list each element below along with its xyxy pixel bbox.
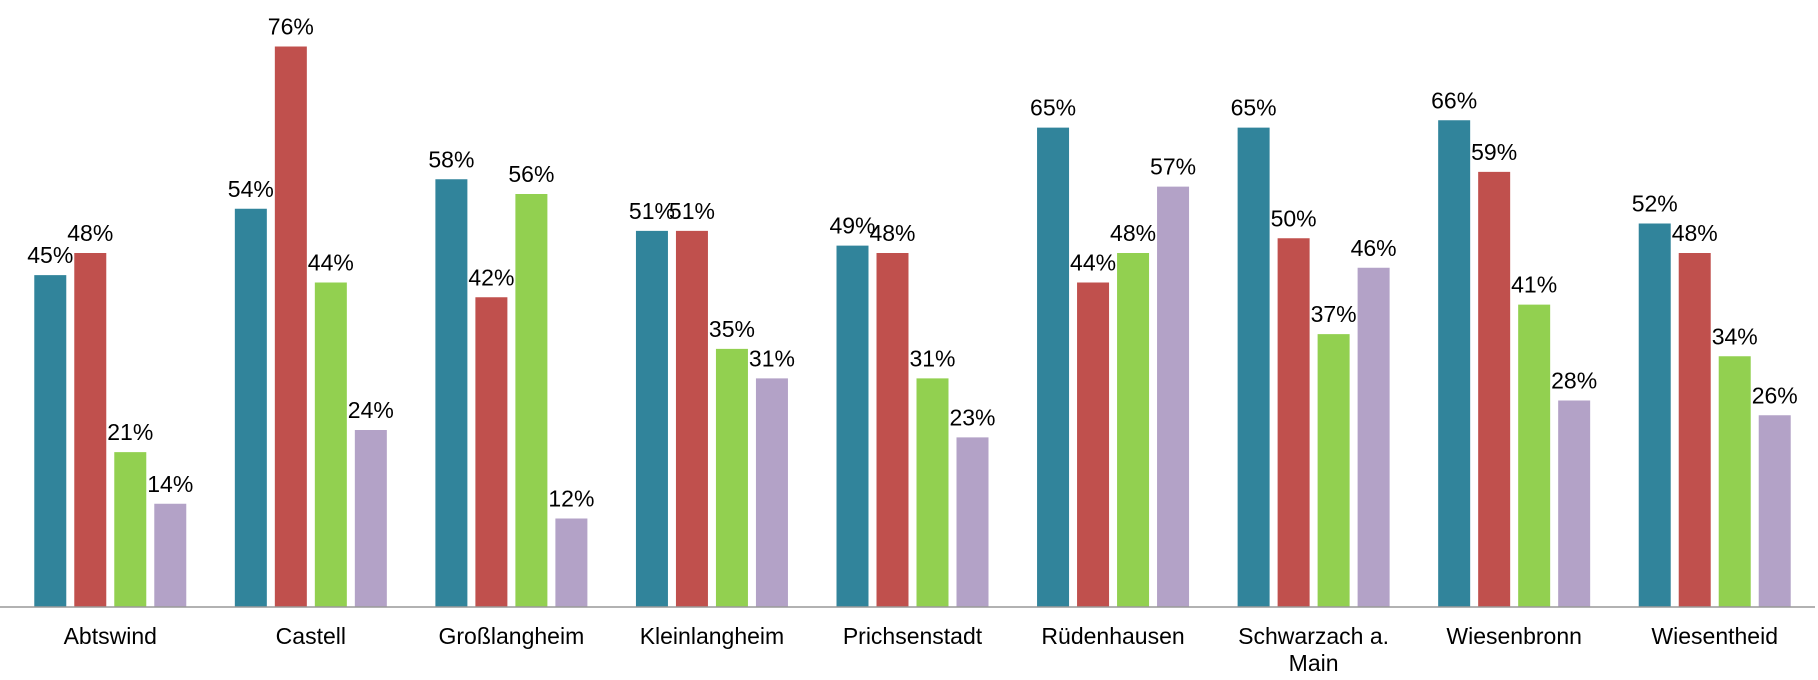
bar: [114, 452, 147, 607]
bar: [435, 179, 468, 607]
data-label: 50%: [1271, 205, 1317, 231]
data-label: 24%: [348, 397, 394, 423]
bar: [1117, 253, 1150, 607]
bar: [1357, 267, 1390, 607]
data-label: 44%: [308, 250, 354, 276]
data-label: 58%: [428, 146, 474, 172]
data-label: 51%: [669, 198, 715, 224]
data-label: 56%: [508, 161, 554, 187]
data-label: 59%: [1471, 139, 1517, 165]
bar: [1438, 120, 1471, 607]
bar: [876, 253, 909, 607]
data-label: 14%: [147, 471, 193, 497]
data-label: 26%: [1752, 382, 1798, 408]
bar: [1518, 304, 1551, 607]
bar: [1718, 356, 1751, 607]
data-label: 65%: [1030, 95, 1076, 121]
bar: [916, 378, 949, 607]
bar: [1077, 282, 1110, 607]
bar: [314, 282, 347, 607]
data-label: 23%: [949, 404, 995, 430]
bar: [234, 208, 267, 607]
x-tick-label: Rüdenhausen: [1041, 623, 1185, 649]
bar: [715, 348, 748, 607]
data-label: 48%: [1110, 220, 1156, 246]
data-label: 31%: [909, 345, 955, 371]
bar: [354, 430, 387, 607]
x-tick-label: Castell: [275, 623, 346, 649]
bar: [755, 378, 788, 607]
data-label: 66%: [1431, 87, 1477, 113]
data-label: 37%: [1311, 301, 1357, 327]
data-label: 12%: [548, 486, 594, 512]
data-label: 28%: [1551, 368, 1597, 394]
x-tick-label: Großlangheim: [438, 623, 585, 649]
bar: [1157, 186, 1190, 607]
data-label: 48%: [869, 220, 915, 246]
data-label: 21%: [107, 419, 153, 445]
bar: [1237, 127, 1270, 607]
x-tick-label: Abtswind: [63, 623, 157, 649]
bar: [1317, 334, 1350, 607]
data-label: 57%: [1150, 154, 1196, 180]
bar: [675, 230, 708, 607]
bar: [836, 245, 869, 607]
bar: [1678, 253, 1711, 607]
bar: [555, 518, 588, 607]
data-label: 44%: [1070, 250, 1116, 276]
data-label: 51%: [629, 198, 675, 224]
bar: [956, 437, 989, 607]
data-label: 48%: [1672, 220, 1718, 246]
data-label: 42%: [468, 264, 514, 290]
bar: [274, 46, 307, 607]
bar: [1638, 223, 1671, 607]
bar: [635, 230, 668, 607]
bar: [74, 253, 107, 607]
bar: [475, 297, 508, 607]
x-tick-label: Prichsenstadt: [842, 623, 983, 649]
bar: [1277, 238, 1310, 607]
bar: [34, 275, 67, 607]
x-tick-label: Wiesenbronn: [1446, 623, 1582, 649]
data-label: 45%: [27, 242, 73, 268]
data-label: 48%: [67, 220, 113, 246]
x-tick-label: Schwarzach a. Main: [1238, 623, 1390, 676]
bar: [1478, 171, 1511, 607]
data-label: 54%: [228, 176, 274, 202]
bar: [515, 194, 548, 607]
data-label: 46%: [1351, 235, 1397, 261]
data-label: 52%: [1632, 191, 1678, 217]
x-tick-label: Kleinlangheim: [639, 623, 785, 649]
data-label: 65%: [1231, 95, 1277, 121]
bar: [1558, 400, 1591, 607]
bar: [1758, 415, 1791, 607]
data-label: 31%: [749, 345, 795, 371]
data-label: 35%: [709, 316, 755, 342]
x-tick-label: Wiesentheid: [1651, 623, 1778, 649]
data-label: 49%: [829, 213, 875, 239]
data-label: 41%: [1511, 272, 1557, 298]
bar: [1037, 127, 1070, 607]
data-label: 76%: [268, 14, 314, 40]
data-label: 34%: [1712, 323, 1758, 349]
bar: [154, 503, 187, 607]
